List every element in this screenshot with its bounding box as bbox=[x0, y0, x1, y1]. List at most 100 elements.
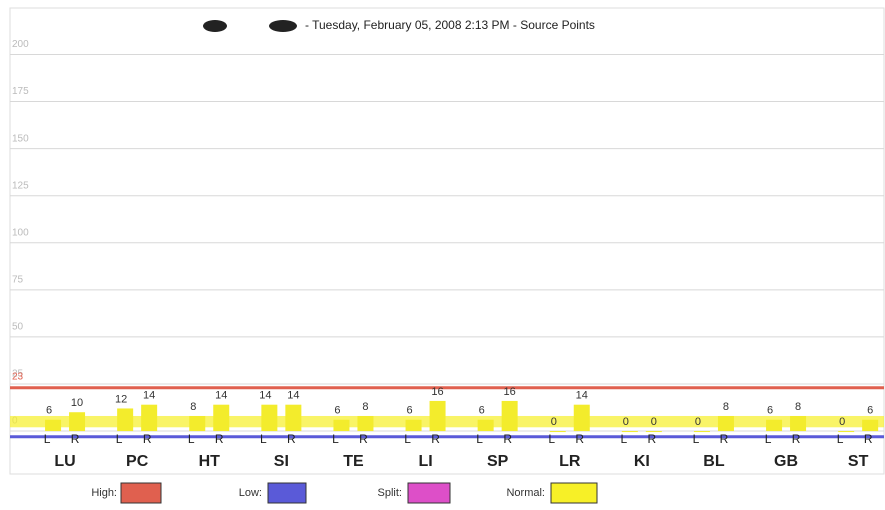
bar bbox=[621, 431, 638, 433]
series-label: L bbox=[548, 432, 555, 446]
bar bbox=[261, 404, 278, 432]
x-tick-label: SI bbox=[274, 453, 289, 470]
series-label: L bbox=[116, 432, 123, 446]
series-label: R bbox=[287, 432, 296, 446]
x-tick-label: KI bbox=[634, 453, 650, 470]
y-tick-label: 75 bbox=[12, 274, 24, 285]
y-tick-label: 50 bbox=[12, 322, 24, 333]
series-label: R bbox=[864, 432, 873, 446]
x-tick-label: BL bbox=[703, 453, 725, 470]
legend-label: Split: bbox=[378, 487, 402, 499]
bar bbox=[405, 419, 422, 432]
bar bbox=[573, 404, 590, 432]
y-tick-label: 150 bbox=[12, 133, 29, 144]
value-label: 8 bbox=[362, 401, 368, 413]
bar bbox=[357, 415, 374, 432]
series-label: L bbox=[44, 432, 51, 446]
x-tick-label: HT bbox=[199, 453, 221, 470]
value-label: 14 bbox=[143, 390, 155, 402]
series-label: R bbox=[720, 432, 729, 446]
y-tick-label: 200 bbox=[12, 39, 29, 50]
bar bbox=[189, 415, 206, 432]
value-label: 14 bbox=[287, 390, 299, 402]
bar bbox=[285, 404, 302, 432]
series-label: L bbox=[693, 432, 700, 446]
value-label: 0 bbox=[839, 416, 845, 428]
value-label: 16 bbox=[431, 386, 443, 398]
bar bbox=[862, 419, 879, 432]
series-label: L bbox=[188, 432, 195, 446]
series-label: L bbox=[404, 432, 411, 446]
bar bbox=[766, 419, 783, 432]
value-label: 10 bbox=[71, 397, 83, 409]
y-tick-label: 125 bbox=[12, 180, 29, 191]
x-tick-label: SP bbox=[487, 453, 509, 470]
legend-swatch bbox=[267, 482, 307, 504]
value-label: 0 bbox=[623, 416, 629, 428]
bar bbox=[838, 431, 855, 433]
value-label: 6 bbox=[867, 405, 873, 417]
value-label: 6 bbox=[479, 405, 485, 417]
legend-swatch bbox=[407, 482, 451, 504]
legend-label: Low: bbox=[239, 487, 262, 499]
x-tick-label: PC bbox=[126, 453, 149, 470]
series-label: R bbox=[215, 432, 224, 446]
series-label: R bbox=[792, 432, 801, 446]
bar bbox=[45, 419, 62, 432]
legend-label: High: bbox=[91, 487, 117, 499]
bar bbox=[477, 419, 494, 432]
redaction bbox=[203, 20, 227, 32]
value-label: 14 bbox=[259, 390, 271, 402]
series-label: L bbox=[332, 432, 339, 446]
legend-swatch bbox=[120, 482, 162, 504]
value-label: 8 bbox=[795, 401, 801, 413]
bar bbox=[693, 431, 710, 433]
bar bbox=[333, 419, 350, 432]
value-label: 14 bbox=[576, 390, 588, 402]
y-tick-label: 100 bbox=[12, 227, 29, 238]
x-tick-label: LI bbox=[418, 453, 432, 470]
series-label: L bbox=[476, 432, 483, 446]
value-label: 6 bbox=[46, 405, 52, 417]
series-label: R bbox=[503, 432, 512, 446]
series-label: R bbox=[575, 432, 584, 446]
value-label: 6 bbox=[406, 405, 412, 417]
bar bbox=[117, 408, 134, 432]
x-tick-label: TE bbox=[343, 453, 364, 470]
value-label: 8 bbox=[723, 401, 729, 413]
series-label: R bbox=[648, 432, 657, 446]
plot-frame bbox=[9, 7, 885, 475]
bar bbox=[429, 400, 446, 432]
bar bbox=[790, 415, 807, 432]
value-label: 0 bbox=[551, 416, 557, 428]
value-label: 6 bbox=[767, 405, 773, 417]
series-label: R bbox=[431, 432, 440, 446]
bar bbox=[717, 415, 734, 432]
bar bbox=[69, 412, 86, 432]
x-tick-label: GB bbox=[774, 453, 798, 470]
x-tick-label: ST bbox=[848, 453, 869, 470]
y-tick-label: 25 bbox=[12, 369, 24, 380]
bar bbox=[501, 400, 518, 432]
bar bbox=[213, 404, 230, 432]
x-tick-label: LR bbox=[559, 453, 581, 470]
redaction bbox=[269, 20, 297, 32]
series-label: L bbox=[765, 432, 772, 446]
normal-band bbox=[10, 415, 884, 428]
series-label: L bbox=[260, 432, 267, 446]
series-label: L bbox=[621, 432, 628, 446]
series-label: R bbox=[71, 432, 80, 446]
bar bbox=[645, 431, 662, 433]
value-label: 14 bbox=[215, 390, 227, 402]
bar bbox=[549, 431, 566, 433]
bar bbox=[141, 404, 158, 432]
chart-title: - Tuesday, February 05, 2008 2:13 PM - S… bbox=[305, 18, 595, 32]
value-label: 16 bbox=[504, 386, 516, 398]
series-label: R bbox=[143, 432, 152, 446]
value-label: 8 bbox=[190, 401, 196, 413]
value-label: 0 bbox=[695, 416, 701, 428]
series-label: R bbox=[359, 432, 368, 446]
legend-label: Normal: bbox=[506, 487, 545, 499]
high-value-label: 23 bbox=[12, 371, 24, 382]
